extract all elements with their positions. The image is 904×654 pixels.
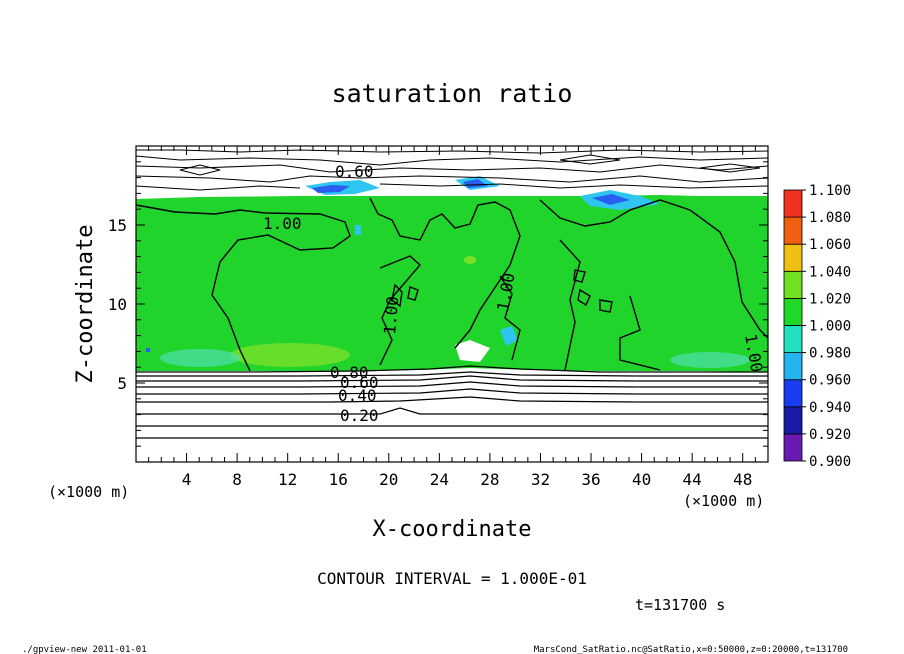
contour-label-group: 0.60 1.00 1.00 1.00 1.00 0.80 0.60 0.40 … [263, 162, 766, 425]
x-tick-label: 12 [278, 470, 297, 489]
colorbar-label: 0.980 [809, 346, 851, 362]
contour-label: 0.60 [335, 162, 374, 181]
x-unit-right: (×1000 m) [683, 492, 764, 510]
undersaturated-top-mid-core [463, 179, 488, 188]
colorbar-swatch [783, 189, 803, 218]
patch-high [230, 343, 350, 367]
x-tick-label: 8 [232, 470, 242, 489]
colorbar-label: 0.940 [809, 400, 851, 416]
x-unit-left: (×1000 m) [48, 483, 129, 501]
colorbar-swatch [783, 352, 803, 381]
contour-label: 1.00 [380, 295, 402, 335]
colorbar-swatch [783, 325, 803, 354]
colorbar-label: 1.000 [809, 319, 851, 335]
cyan-bottom-right [670, 352, 750, 368]
contour-label: 0.80 [330, 363, 369, 382]
chart-title: saturation ratio [332, 79, 573, 108]
colorbar-label: 0.900 [809, 454, 851, 470]
cyan-mid [500, 326, 518, 346]
white-hole [455, 340, 490, 362]
x-tick-label: 44 [683, 470, 702, 489]
x-tick-label: 40 [632, 470, 651, 489]
footer-left: ./gpview-new 2011-01-01 [22, 645, 147, 654]
x-tick-label: 4 [182, 470, 192, 489]
cyan-spot [355, 225, 361, 235]
time-text: t=131700 s [635, 596, 725, 614]
contour-lines-lower [136, 365, 768, 439]
colorbar-swatch [783, 406, 803, 435]
y-axis-label: Z-coordinate [73, 225, 98, 384]
contour-label: 1.00 [263, 214, 302, 233]
y-tick-label: 5 [117, 374, 127, 393]
colorbar-label: 0.920 [809, 427, 851, 443]
x-tick-label: 36 [581, 470, 600, 489]
colorbar-swatch [783, 297, 803, 326]
colorbar-label: 1.080 [809, 210, 851, 226]
footer-right: MarsCond_SatRatio.nc@SatRatio,x=0:50000,… [534, 645, 848, 654]
x-axis: 4 8 12 16 20 24 28 32 36 40 44 48 [148, 146, 756, 489]
saturated-region [136, 195, 768, 372]
contour-lines-1.00 [135, 197, 769, 372]
colorbar-swatch [783, 270, 803, 299]
y-axis: 5 10 15 [108, 161, 768, 447]
colorbar-label: 0.960 [809, 373, 851, 389]
contour-label: 0.60 [340, 373, 379, 392]
colorbar-swatch [783, 216, 803, 245]
contour-label: 0.40 [338, 386, 377, 405]
colorbar-swatch [783, 243, 803, 272]
x-axis-label: X-coordinate [373, 517, 532, 542]
undersaturated-top-left-core [312, 185, 350, 193]
x-tick-label: 48 [733, 470, 752, 489]
undersaturated-top-right-core [592, 194, 630, 205]
x-tick-label: 16 [329, 470, 348, 489]
x-tick-label: 24 [430, 470, 449, 489]
colorbar-label: 1.060 [809, 237, 851, 253]
cyan-bottom-left [160, 349, 240, 367]
x-tick-label: 32 [531, 470, 550, 489]
colorbar: 0.900 0.920 0.940 0.960 0.980 1.000 1.020 1.040… [783, 183, 851, 470]
colorbar-label: 1.040 [809, 264, 851, 280]
y-tick-label: 15 [108, 216, 127, 235]
blue-dot [146, 348, 150, 352]
contour-interval-text: CONTOUR INTERVAL = 1.000E-01 [317, 569, 587, 588]
plot-area [135, 145, 769, 463]
y-tick-label: 10 [108, 295, 127, 314]
contour-lines-upper [135, 149, 769, 191]
colorbar-swatch [783, 379, 803, 408]
colorbar-swatch [783, 433, 803, 462]
x-tick-label: 28 [480, 470, 499, 489]
colorbar-label: 1.020 [809, 291, 851, 307]
x-tick-label: 20 [379, 470, 398, 489]
colorbar-label: 1.100 [809, 183, 851, 199]
patch-high-small [464, 256, 476, 264]
contour-label: 0.20 [340, 406, 379, 425]
